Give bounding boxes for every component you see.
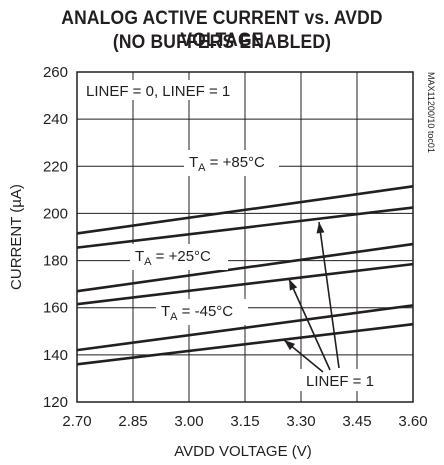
x-tick-label: 3.15	[230, 413, 259, 430]
grid	[77, 72, 413, 402]
series-line	[76, 185, 414, 235]
x-tick-labels: 2.70 2.85 3.00 3.15 3.30 3.45 3.60	[62, 413, 427, 430]
arrow-head	[316, 222, 325, 234]
arrow-line	[318, 221, 340, 369]
ta-minus45-label: TA = -45°C	[161, 303, 233, 323]
condition-label: LINEF = 0, LINEF = 1	[86, 83, 230, 100]
series-line	[76, 304, 414, 352]
series-line	[76, 242, 414, 293]
series-lines	[76, 185, 414, 366]
figure-code: MAX11200/10 toc01	[426, 72, 436, 153]
arrow-head	[284, 340, 296, 351]
plot-frame	[76, 71, 414, 403]
ta-85-label: TA = +85°C	[189, 154, 265, 174]
y-tick-label: 120	[43, 394, 68, 411]
y-tick-label: 260	[43, 64, 68, 81]
arrows	[283, 221, 340, 373]
y-tick-label: 140	[43, 347, 68, 364]
linef1-label: LINEF = 1	[306, 373, 374, 390]
y-tick-label: 200	[43, 205, 68, 222]
x-tick-label: 3.45	[342, 413, 371, 430]
y-tick-label: 160	[43, 300, 68, 317]
chart-subtitle: (NO BUFFERS ENABLED)	[112, 32, 332, 53]
ta-25-label: TA = +25°C	[135, 248, 211, 268]
series-line	[76, 262, 414, 306]
x-tick-label: 2.85	[118, 413, 147, 430]
x-tick-label: 2.70	[62, 413, 91, 430]
x-axis-label: AVDD VOLTAGE (V)	[174, 443, 312, 460]
x-tick-label: 3.00	[174, 413, 203, 430]
y-tick-labels: 120 140 160 180 200 220 240 260	[43, 64, 68, 411]
y-tick-label: 180	[43, 253, 68, 270]
x-tick-label: 3.60	[398, 413, 427, 430]
series-line	[76, 206, 414, 249]
series-line	[76, 322, 414, 366]
x-tick-label: 3.30	[286, 413, 315, 430]
arrow-line	[288, 278, 331, 371]
y-tick-label: 240	[43, 111, 68, 128]
arrow-head	[289, 279, 298, 291]
chart-title: ANALOG ACTIVE CURRENT vs. AVDD VOLTAGE	[61, 8, 383, 51]
y-tick-label: 220	[43, 158, 68, 175]
y-axis-label: CURRENT (µA)	[8, 184, 25, 290]
